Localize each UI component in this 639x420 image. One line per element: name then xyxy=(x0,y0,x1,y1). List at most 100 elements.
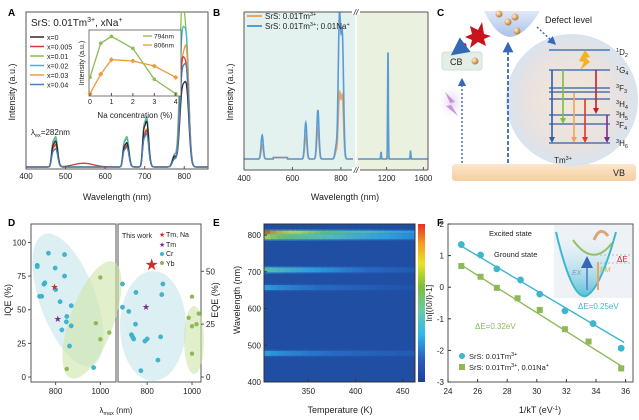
inset-point xyxy=(151,63,157,69)
cr-point xyxy=(57,299,63,305)
heatmap-cell-halo xyxy=(345,229,353,238)
heatmap-cell-halo xyxy=(326,283,334,292)
heatmap-cell-halo xyxy=(364,229,372,238)
cr-point xyxy=(46,250,51,256)
tm-na-star: ★ xyxy=(144,257,158,274)
heatmap-cell xyxy=(396,234,403,240)
delta-e-025-label: ΔE=0.25eV xyxy=(578,302,619,311)
heatmap-cell xyxy=(333,234,340,240)
energy-transfer-lightning-icon xyxy=(579,50,590,70)
y-tick-label: 0 xyxy=(206,373,211,382)
heatmap-cell xyxy=(326,234,334,240)
panel-f: F ΔE EX EM Excited state Ground state 24… xyxy=(424,218,634,415)
heatmap-cell-halo xyxy=(370,265,378,274)
heatmap-cell-halo xyxy=(326,265,334,274)
heatmap-cell-halo xyxy=(408,265,416,274)
cr-point xyxy=(160,281,166,287)
arrowhead-icon xyxy=(560,118,566,124)
cr-point xyxy=(158,334,163,340)
cr-region xyxy=(120,271,186,381)
heatmap-cell-halo xyxy=(308,265,315,274)
heatmap-cell-halo xyxy=(383,349,391,358)
heatmap-cell-halo xyxy=(402,265,410,274)
legend-tmna: Tm, Na xyxy=(166,232,189,239)
heatmap-cell xyxy=(295,230,303,236)
heatmap-cell-halo xyxy=(383,232,391,241)
heatmap-cell-halo xyxy=(345,283,353,292)
heatmap-cell xyxy=(358,230,366,236)
heatmap-cell xyxy=(389,234,397,240)
data-point-circle xyxy=(477,251,484,259)
heatmap-cell-halo xyxy=(377,229,385,238)
heatmap-cell xyxy=(276,267,284,273)
heatmap-cell-halo xyxy=(314,349,322,358)
panel-a-title: SrS: 0.01Tm3+, xNa+ xyxy=(31,17,123,29)
heatmap-cell-halo xyxy=(358,265,366,274)
x-tick-label: 400 xyxy=(19,172,33,181)
heatmap-cell xyxy=(370,267,378,273)
heatmap-cell-halo xyxy=(339,265,347,274)
yb-point xyxy=(194,321,199,327)
valence-band xyxy=(452,164,636,181)
panel-a-ylabel: Intensity (a.u.) xyxy=(7,63,17,120)
heatmap-cell-halo xyxy=(352,265,359,274)
heatmap-cell xyxy=(377,350,385,356)
heatmap-cell xyxy=(333,230,340,236)
y-tick-label: -1 xyxy=(437,315,445,324)
cr-point xyxy=(62,252,67,257)
data-point-circle xyxy=(561,307,569,315)
heatmap-cell-halo xyxy=(364,349,372,358)
x-tick-label: 1200 xyxy=(378,174,396,183)
heatmap-cell xyxy=(396,285,403,291)
panel-d-ylabel-iqe: IQE (%) xyxy=(3,284,13,316)
heatmap-cell xyxy=(314,350,322,356)
heatmap-cell xyxy=(402,230,410,236)
heatmap-cell-halo xyxy=(276,232,284,241)
panel-a-legend: x=0 x=0.005 x=0.01 x=0.02 x=0.03 x=0.04 xyxy=(30,35,72,90)
heatmap-cell xyxy=(270,234,278,240)
level-label: 3H4 xyxy=(616,100,628,111)
x-tick-label: 1000 xyxy=(183,387,201,396)
yb-point xyxy=(98,275,103,280)
heatmap-cell-halo xyxy=(308,232,315,241)
panel-e-heatmap xyxy=(264,224,416,382)
heatmap-cell xyxy=(333,285,340,291)
heatmap-cell xyxy=(314,230,322,236)
spectrum-line-x004 xyxy=(26,62,208,168)
panel-b-ylabel: Intensity (a.u.) xyxy=(225,63,235,120)
heatmap-cell xyxy=(308,285,315,291)
heatmap-cell xyxy=(352,285,359,291)
panel-a-xlabel: Wavelength (nm) xyxy=(83,192,151,202)
heatmap-cell-halo xyxy=(396,232,403,241)
legend-tm: Tm xyxy=(166,242,176,249)
panel-a-inset: 794nm 806nm 0 1 2 3 4 Na concentration (%) Int… xyxy=(79,29,182,120)
axis-break-icon: // xyxy=(353,166,359,175)
panel-f-ylabel: ln[(I0/I)-1] xyxy=(424,285,434,321)
cr-point xyxy=(159,292,165,297)
heatmap-cell xyxy=(358,234,366,240)
heatmap-cell-halo xyxy=(339,283,347,292)
panel-letter-b: B xyxy=(213,8,220,19)
spectrum-line-tm-na xyxy=(244,12,353,160)
y-tick-label: 0 xyxy=(22,373,27,382)
heatmap-cell-halo xyxy=(314,229,322,238)
heatmap-cell-halo xyxy=(364,232,372,241)
heatmap-cell-halo xyxy=(270,232,278,241)
inset-legend-label: 794nm xyxy=(154,34,174,41)
heatmap-cell xyxy=(383,230,391,236)
panel-b-axes: 400 600 800 1200 1600 // // xyxy=(237,8,433,183)
cr-point xyxy=(138,368,144,374)
x-tick-label: 30 xyxy=(532,387,541,396)
inset-x-tick-label: 1 xyxy=(109,99,113,106)
heatmap-cell-halo xyxy=(370,232,378,241)
heatmap-cell xyxy=(364,285,372,291)
legend-label-tmna: SrS: 0.01Tm3+; 0.01Na+ xyxy=(265,22,350,31)
heatmap-cell xyxy=(289,350,296,356)
heatmap-frame xyxy=(263,223,416,383)
heatmap-cell xyxy=(339,285,347,291)
heatmap-cell-halo xyxy=(333,232,340,241)
heatmap-cell xyxy=(396,230,403,236)
inset-legend-label: 806nm xyxy=(154,43,174,50)
legend-label: x=0.01 xyxy=(47,54,68,61)
heatmap-cell-halo xyxy=(352,349,359,358)
